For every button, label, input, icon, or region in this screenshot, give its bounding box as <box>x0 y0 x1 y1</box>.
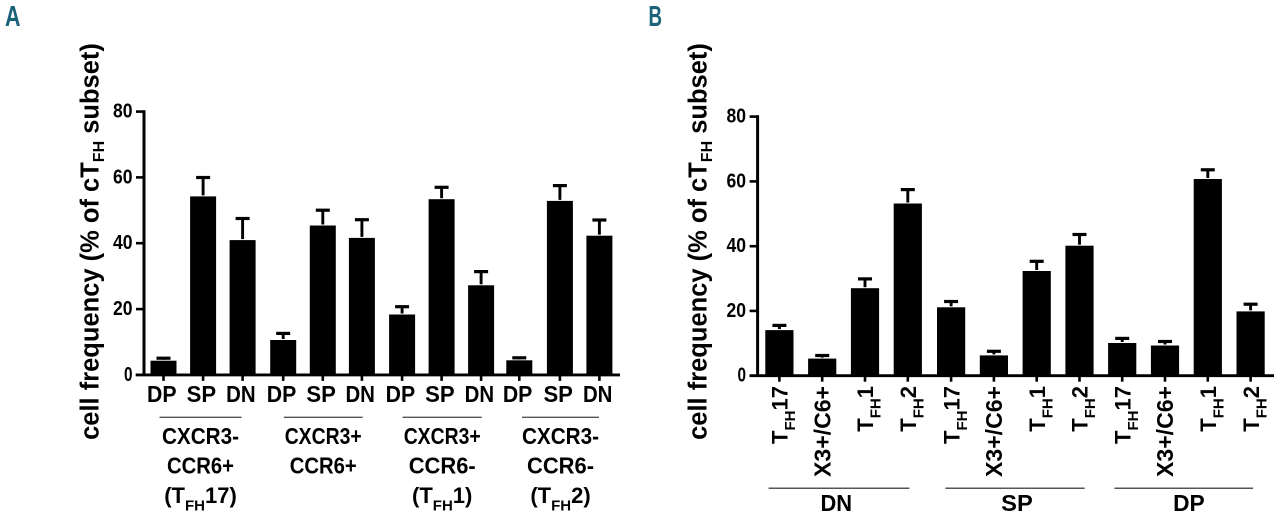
svg-text:DN: DN <box>583 381 613 407</box>
svg-text:20: 20 <box>113 297 133 320</box>
svg-text:SP: SP <box>543 381 573 407</box>
svg-text:CXCR3-: CXCR3- <box>162 423 239 449</box>
svg-text:B: B <box>649 1 663 33</box>
svg-text:cell frequency (% of cTFH subs: cell frequency (% of cTFH subset) <box>77 43 109 440</box>
svg-text:X3+/C6+: X3+/C6+ <box>809 386 835 477</box>
svg-text:60: 60 <box>727 169 747 192</box>
svg-text:80: 80 <box>727 105 747 128</box>
svg-text:DN: DN <box>226 381 256 407</box>
svg-text:60: 60 <box>113 165 133 188</box>
svg-text:80: 80 <box>113 100 133 123</box>
svg-text:SP: SP <box>1001 490 1033 516</box>
svg-text:DP: DP <box>503 381 533 407</box>
svg-text:20: 20 <box>727 299 747 322</box>
svg-text:cell frequency (% of cTFH subs: cell frequency (% of cTFH subset) <box>685 43 717 440</box>
svg-text:A: A <box>5 1 21 33</box>
svg-text:CXCR3+: CXCR3+ <box>285 423 362 449</box>
svg-text:CCR6+: CCR6+ <box>290 453 357 479</box>
svg-text:DN: DN <box>821 490 853 516</box>
svg-text:SP: SP <box>306 381 336 407</box>
svg-text:DP: DP <box>267 381 297 407</box>
svg-text:40: 40 <box>113 231 133 254</box>
svg-text:0: 0 <box>738 364 747 387</box>
svg-text:CCR6-: CCR6- <box>409 453 476 479</box>
svg-text:CCR6-: CCR6- <box>527 453 594 479</box>
svg-text:X3+/C6+: X3+/C6+ <box>1152 386 1178 477</box>
svg-text:DN: DN <box>345 381 375 407</box>
svg-text:CCR6+: CCR6+ <box>167 453 234 479</box>
svg-text:SP: SP <box>425 381 455 407</box>
svg-text:40: 40 <box>727 234 747 257</box>
svg-text:0: 0 <box>124 363 133 386</box>
svg-text:SP: SP <box>187 381 217 407</box>
svg-text:CXCR3+: CXCR3+ <box>404 423 481 449</box>
svg-text:DN: DN <box>465 381 495 407</box>
svg-text:X3+/C6+: X3+/C6+ <box>981 386 1007 477</box>
svg-text:DP: DP <box>147 381 177 407</box>
svg-text:DP: DP <box>386 381 416 407</box>
svg-text:CXCR3-: CXCR3- <box>522 423 599 449</box>
svg-text:DP: DP <box>1173 490 1205 516</box>
